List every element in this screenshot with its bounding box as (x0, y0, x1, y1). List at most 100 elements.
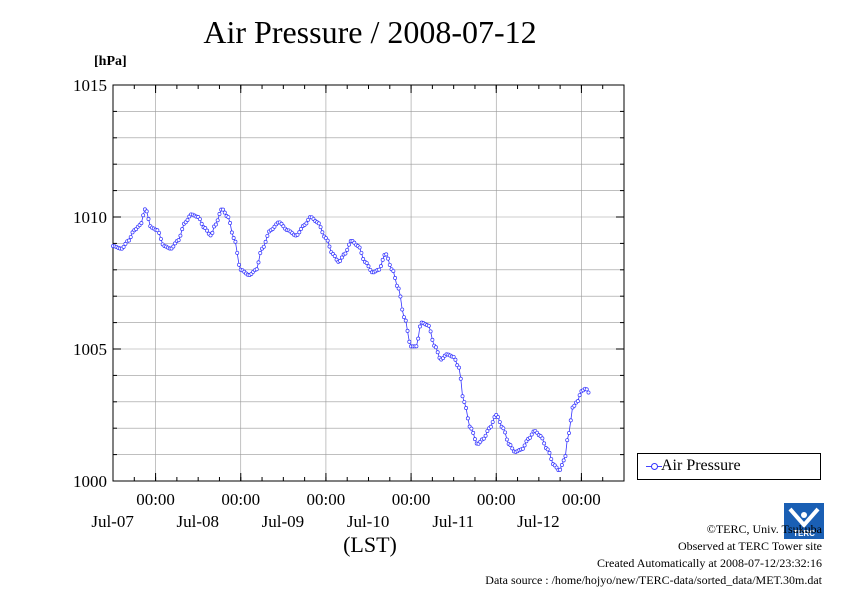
data-point (306, 217, 311, 222)
data-point (339, 255, 344, 260)
plot-frame (112, 84, 625, 482)
data-point (433, 345, 438, 350)
data-point (217, 212, 222, 216)
data-point (146, 217, 151, 221)
data-point (343, 251, 348, 256)
data-point (394, 283, 399, 288)
data-point (549, 457, 554, 461)
data-point (490, 420, 495, 425)
data-point (483, 433, 488, 438)
data-point (481, 436, 486, 441)
data-point (522, 443, 527, 448)
data-point (501, 426, 506, 431)
data-point (567, 431, 571, 435)
data-point (473, 437, 477, 442)
data-point (254, 267, 259, 272)
data-point (222, 210, 227, 215)
data-point (575, 399, 580, 404)
data-point (396, 286, 401, 291)
data-point (458, 376, 463, 381)
data-point (380, 257, 385, 262)
x-tick-time-label: 00:00 (307, 490, 346, 509)
data-point (210, 230, 215, 235)
data-point (453, 357, 458, 362)
data-point (485, 429, 490, 433)
data-point (584, 387, 589, 392)
data-point (504, 437, 509, 442)
data-point (327, 244, 332, 249)
data-point (364, 261, 369, 265)
data-point (465, 416, 470, 421)
data-point (542, 441, 547, 446)
logo-text: TERC (793, 529, 815, 538)
y-tick-label: 1010 (73, 208, 107, 227)
data-point (414, 344, 419, 349)
data-point (263, 239, 268, 244)
y-tick-label: 1000 (73, 472, 107, 491)
data-point (460, 394, 465, 399)
x-tick-date-label: Jul-09 (262, 512, 305, 531)
data-point (121, 244, 126, 249)
x-tick-time-label: 00:00 (136, 490, 175, 509)
data-point (139, 221, 144, 226)
data-point (213, 222, 218, 227)
data-point (568, 418, 573, 423)
data-point (158, 236, 163, 241)
data-point (471, 430, 476, 435)
data-point (265, 233, 270, 238)
data-point (577, 393, 582, 398)
data-point (426, 323, 431, 328)
data-point (338, 258, 343, 263)
data-point (178, 233, 183, 238)
data-point (508, 443, 513, 448)
data-point (233, 239, 238, 244)
data-point (180, 227, 185, 232)
data-point (127, 238, 131, 243)
data-point (361, 257, 366, 261)
data-point (231, 236, 236, 240)
data-point (520, 446, 525, 451)
x-tick-time-label: 00:00 (392, 490, 431, 509)
footer-created: Created Automatically at 2008-07-12/23:3… (597, 556, 822, 570)
data-point (402, 315, 406, 320)
data-point (503, 430, 508, 435)
data-point (405, 328, 410, 333)
data-point (469, 426, 474, 431)
series-line (112, 208, 589, 471)
data-point (528, 435, 532, 440)
data-point (563, 454, 568, 459)
data-point (366, 264, 371, 269)
x-tick-date-label: Jul-08 (177, 512, 220, 531)
data-point (157, 230, 162, 235)
data-point (295, 232, 300, 237)
data-point (540, 436, 545, 441)
data-point (128, 235, 133, 239)
data-point (316, 221, 321, 226)
data-point (205, 228, 209, 233)
data-point (457, 365, 461, 370)
data-point (403, 318, 408, 323)
data-point (197, 217, 202, 222)
data-point (256, 260, 261, 265)
data-point (428, 329, 433, 334)
data-point (272, 224, 277, 229)
x-tick-time-label: 00:00 (562, 490, 601, 509)
data-point (226, 215, 231, 220)
data-point (123, 241, 128, 246)
data-point (258, 251, 263, 255)
data-point (261, 244, 266, 249)
footer-observed: Observed at TERC Tower site (677, 539, 822, 553)
data-point (332, 254, 337, 259)
data-point (398, 294, 403, 299)
footer-source: Data source : /home/hojyo/new/TERC-data/… (485, 573, 822, 587)
data-point (176, 238, 181, 243)
data-point (417, 324, 422, 329)
data-point (144, 209, 149, 214)
data-point (357, 245, 362, 250)
data-point (547, 450, 552, 455)
data-point (529, 432, 534, 437)
data-point (345, 247, 350, 252)
data-point (510, 446, 515, 451)
